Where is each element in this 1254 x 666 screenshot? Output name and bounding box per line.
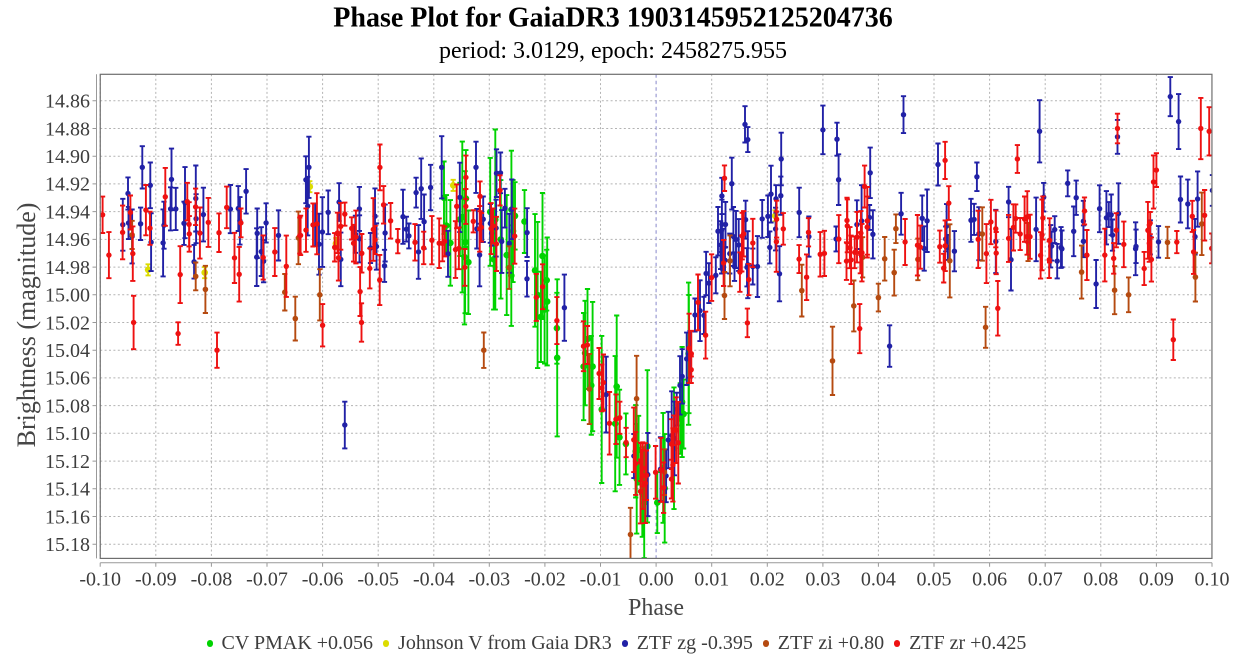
svg-text:15.00: 15.00 <box>45 285 90 307</box>
svg-text:0.05: 0.05 <box>917 569 952 591</box>
svg-text:0.01: 0.01 <box>694 569 729 591</box>
svg-text:0.03: 0.03 <box>805 569 840 591</box>
svg-text:15.16: 15.16 <box>45 506 90 528</box>
svg-text:-0.05: -0.05 <box>357 569 399 591</box>
svg-text:15.02: 15.02 <box>45 312 90 334</box>
svg-text:-0.02: -0.02 <box>524 569 566 591</box>
svg-text:0.00: 0.00 <box>639 569 674 591</box>
svg-text:0.06: 0.06 <box>972 569 1007 591</box>
svg-text:Phase: Phase <box>628 595 684 621</box>
svg-text:15.08: 15.08 <box>45 395 90 417</box>
svg-text:0.09: 0.09 <box>1139 569 1174 591</box>
svg-text:-0.09: -0.09 <box>135 569 177 591</box>
svg-text:14.94: 14.94 <box>45 201 90 223</box>
svg-text:-0.03: -0.03 <box>468 569 510 591</box>
svg-text:0.10: 0.10 <box>1195 569 1230 591</box>
svg-text:0.07: 0.07 <box>1028 569 1063 591</box>
svg-text:-0.07: -0.07 <box>246 569 288 591</box>
svg-text:15.14: 15.14 <box>45 479 90 501</box>
svg-text:15.10: 15.10 <box>45 423 90 445</box>
svg-text:0.04: 0.04 <box>861 569 896 591</box>
svg-text:-0.01: -0.01 <box>580 569 622 591</box>
svg-text:-0.04: -0.04 <box>413 569 455 591</box>
svg-text:14.92: 14.92 <box>45 174 90 196</box>
svg-text:14.98: 14.98 <box>45 257 90 279</box>
svg-text:15.04: 15.04 <box>45 340 90 362</box>
svg-text:14.96: 14.96 <box>45 229 90 251</box>
svg-text:14.90: 14.90 <box>45 146 90 168</box>
svg-text:15.12: 15.12 <box>45 451 90 473</box>
svg-text:-0.10: -0.10 <box>79 569 121 591</box>
svg-text:-0.06: -0.06 <box>302 569 344 591</box>
svg-text:0.02: 0.02 <box>750 569 785 591</box>
svg-text:-0.08: -0.08 <box>191 569 233 591</box>
svg-text:14.86: 14.86 <box>45 91 90 113</box>
svg-text:15.06: 15.06 <box>45 368 90 390</box>
svg-text:period: 3.0129, epoch: 2458275: period: 3.0129, epoch: 2458275.955 <box>439 38 787 64</box>
svg-text:Phase Plot for GaiaDR3 1903145: Phase Plot for GaiaDR3 19031459521252047… <box>333 2 892 33</box>
svg-text:14.88: 14.88 <box>45 118 90 140</box>
svg-text:15.18: 15.18 <box>45 534 90 556</box>
svg-text:Brightness (magnitude): Brightness (magnitude) <box>12 203 41 448</box>
svg-text:0.08: 0.08 <box>1083 569 1118 591</box>
